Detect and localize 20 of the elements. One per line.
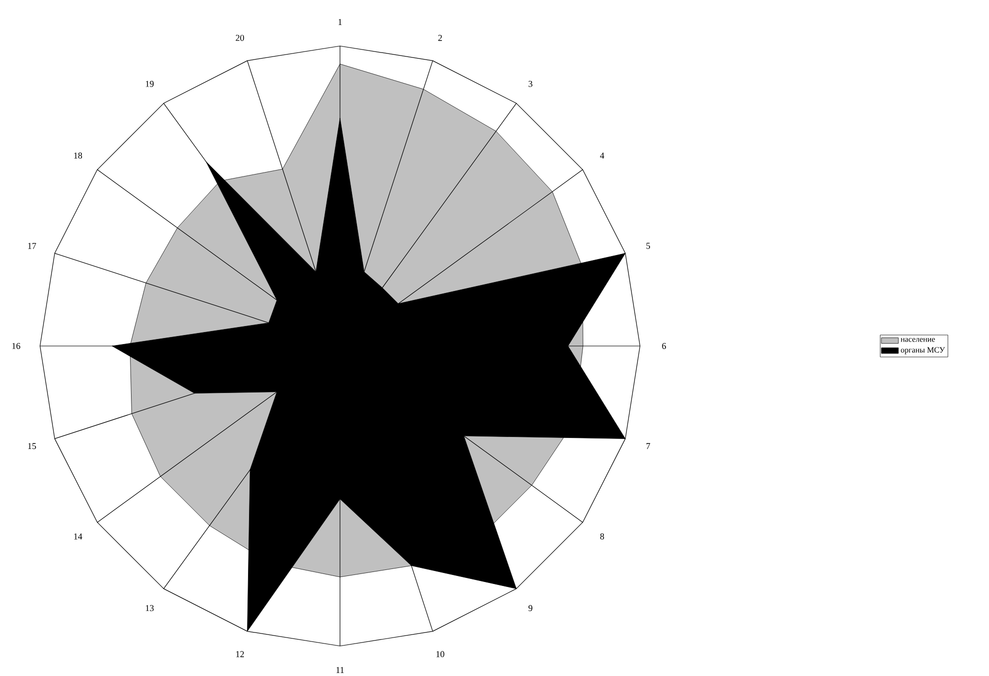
- spoke-label: 1: [338, 18, 342, 25]
- spoke-label: 2: [438, 34, 442, 41]
- spoke-label: 9: [528, 604, 532, 611]
- spoke-label: 18: [74, 152, 82, 158]
- spoke-label: 11: [336, 666, 344, 673]
- spoke-label: 20: [236, 34, 244, 41]
- spoke-label: 10: [436, 650, 444, 658]
- spoke-label: 16: [12, 342, 20, 349]
- spoke-label: 13: [146, 604, 154, 611]
- spoke-label: 6: [662, 342, 666, 349]
- spoke-label: 17: [28, 242, 36, 249]
- spoke-label: 12: [236, 651, 244, 657]
- spoke-label: 14: [74, 533, 82, 540]
- spoke-label: 8: [600, 533, 604, 540]
- spoke-label: 4: [600, 152, 604, 158]
- spoke-label: 7: [646, 443, 650, 449]
- spoke-label: 19: [146, 80, 154, 87]
- spoke-label: 3: [528, 80, 532, 87]
- spoke-label: 15: [28, 442, 36, 449]
- spoke-label: 5: [646, 242, 650, 249]
